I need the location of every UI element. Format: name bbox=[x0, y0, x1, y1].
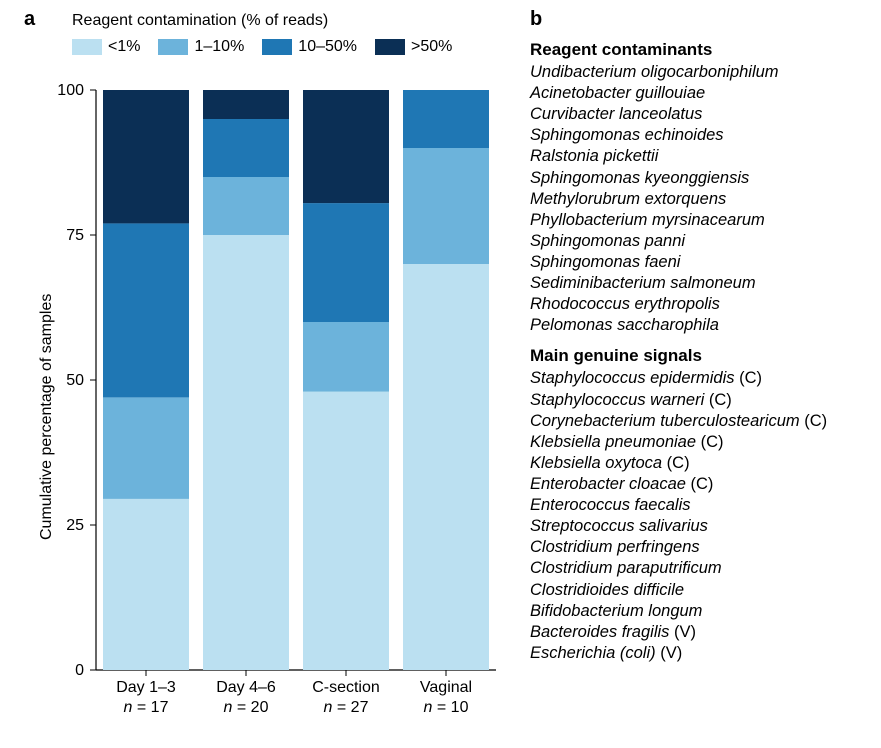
species-item: Enterococcus faecalis bbox=[530, 495, 827, 516]
species-item: Escherichia (coli) (V) bbox=[530, 643, 827, 664]
bar-segment bbox=[303, 203, 389, 322]
species-item: Klebsiella oxytoca (C) bbox=[530, 453, 827, 474]
species-item: Bacteroides fragilis (V) bbox=[530, 622, 827, 643]
species-name: Escherichia (coli) bbox=[530, 644, 656, 662]
species-suffix: (C) bbox=[735, 369, 763, 387]
species-name: Sphingomonas echinoides bbox=[530, 126, 724, 144]
x-tick-n: n = 10 bbox=[424, 699, 469, 716]
species-item: Acinetobacter guillouiae bbox=[530, 83, 827, 104]
species-item: Sphingomonas kyeonggiensis bbox=[530, 168, 827, 189]
y-tick-label: 25 bbox=[66, 517, 84, 534]
y-tick-label: 100 bbox=[57, 82, 84, 99]
species-suffix: (V) bbox=[669, 623, 696, 641]
species-item: Clostridium paraputrificum bbox=[530, 558, 827, 579]
species-item: Klebsiella pneumoniae (C) bbox=[530, 432, 827, 453]
species-suffix: (V) bbox=[656, 644, 683, 662]
bar-segment bbox=[103, 90, 189, 223]
species-item: Staphylococcus epidermidis (C) bbox=[530, 368, 827, 389]
species-name: Clostridium perfringens bbox=[530, 538, 700, 556]
species-item: Streptococcus salivarius bbox=[530, 516, 827, 537]
species-name: Bacteroides fragilis bbox=[530, 623, 669, 641]
species-name: Methylorubrum extorquens bbox=[530, 190, 726, 208]
species-suffix: (C) bbox=[704, 391, 732, 409]
species-item: Sphingomonas echinoides bbox=[530, 125, 827, 146]
bar-segment bbox=[203, 235, 289, 670]
panel-b: Reagent contaminants Undibacterium oligoc… bbox=[530, 40, 827, 664]
species-name: Sphingomonas faeni bbox=[530, 253, 680, 271]
species-name: Clostridium paraputrificum bbox=[530, 559, 722, 577]
species-name: Acinetobacter guillouiae bbox=[530, 84, 705, 102]
y-tick-label: 50 bbox=[66, 372, 84, 389]
species-item: Clostridioides difficile bbox=[530, 580, 827, 601]
bar-segment bbox=[303, 322, 389, 392]
bar-segment bbox=[103, 223, 189, 397]
species-item: Undibacterium oligocarboniphilum bbox=[530, 62, 827, 83]
species-item: Corynebacterium tuberculostearicum (C) bbox=[530, 411, 827, 432]
species-suffix: (C) bbox=[800, 412, 828, 430]
species-name: Clostridioides difficile bbox=[530, 581, 684, 599]
bar-segment bbox=[103, 397, 189, 499]
x-tick-label: C-section bbox=[312, 679, 380, 696]
bar-segment bbox=[403, 148, 489, 264]
species-name: Phyllobacterium myrsinacearum bbox=[530, 211, 765, 229]
species-name: Streptococcus salivarius bbox=[530, 517, 708, 535]
species-name: Curvibacter lanceolatus bbox=[530, 105, 702, 123]
panel-b-heading: Main genuine signals bbox=[530, 346, 827, 366]
bar-segment bbox=[103, 499, 189, 670]
species-item: Sphingomonas faeni bbox=[530, 252, 827, 273]
species-name: Rhodococcus erythropolis bbox=[530, 295, 720, 313]
species-item: Methylorubrum extorquens bbox=[530, 189, 827, 210]
species-name: Bifidobacterium longum bbox=[530, 602, 702, 620]
species-name: Sediminibacterium salmoneum bbox=[530, 274, 756, 292]
species-item: Enterobacter cloacae (C) bbox=[530, 474, 827, 495]
species-item: Phyllobacterium myrsinacearum bbox=[530, 210, 827, 231]
y-tick-label: 75 bbox=[66, 227, 84, 244]
species-item: Clostridium perfringens bbox=[530, 537, 827, 558]
species-name: Staphylococcus epidermidis bbox=[530, 369, 735, 387]
species-name: Pelomonas saccharophila bbox=[530, 316, 719, 334]
species-item: Staphylococcus warneri (C) bbox=[530, 390, 827, 411]
species-item: Curvibacter lanceolatus bbox=[530, 104, 827, 125]
species-item: Ralstonia pickettii bbox=[530, 146, 827, 167]
panel-b-heading: Reagent contaminants bbox=[530, 40, 827, 60]
species-suffix: (C) bbox=[686, 475, 714, 493]
species-item: Sphingomonas panni bbox=[530, 231, 827, 252]
figure: a Reagent contamination (% of reads) <1%… bbox=[0, 0, 881, 748]
bar-segment bbox=[203, 177, 289, 235]
x-tick-label: Vaginal bbox=[420, 679, 472, 696]
bar-segment bbox=[403, 90, 489, 148]
bar-segment bbox=[203, 90, 289, 119]
x-tick-label: Day 4–6 bbox=[216, 679, 276, 696]
species-item: Bifidobacterium longum bbox=[530, 601, 827, 622]
x-tick-n: n = 17 bbox=[124, 699, 169, 716]
species-name: Sphingomonas kyeonggiensis bbox=[530, 169, 749, 187]
species-name: Enterobacter cloacae bbox=[530, 475, 686, 493]
bar-segment bbox=[303, 392, 389, 670]
x-tick-n: n = 20 bbox=[224, 699, 269, 716]
species-name: Undibacterium oligocarboniphilum bbox=[530, 63, 779, 81]
bar-segment bbox=[303, 90, 389, 203]
x-tick-n: n = 27 bbox=[324, 699, 369, 716]
species-item: Sediminibacterium salmoneum bbox=[530, 273, 827, 294]
panel-b-label: b bbox=[530, 8, 542, 31]
species-name: Sphingomonas panni bbox=[530, 232, 685, 250]
species-name: Klebsiella pneumoniae bbox=[530, 433, 696, 451]
species-suffix: (C) bbox=[696, 433, 724, 451]
species-name: Klebsiella oxytoca bbox=[530, 454, 662, 472]
y-tick-label: 0 bbox=[75, 662, 84, 679]
bar-segment bbox=[403, 264, 489, 670]
species-name: Staphylococcus warneri bbox=[530, 391, 704, 409]
species-item: Pelomonas saccharophila bbox=[530, 315, 827, 336]
species-name: Enterococcus faecalis bbox=[530, 496, 691, 514]
species-suffix: (C) bbox=[662, 454, 690, 472]
x-tick-label: Day 1–3 bbox=[116, 679, 176, 696]
species-name: Ralstonia pickettii bbox=[530, 147, 658, 165]
bar-segment bbox=[203, 119, 289, 177]
species-item: Rhodococcus erythropolis bbox=[530, 294, 827, 315]
species-name: Corynebacterium tuberculostearicum bbox=[530, 412, 800, 430]
